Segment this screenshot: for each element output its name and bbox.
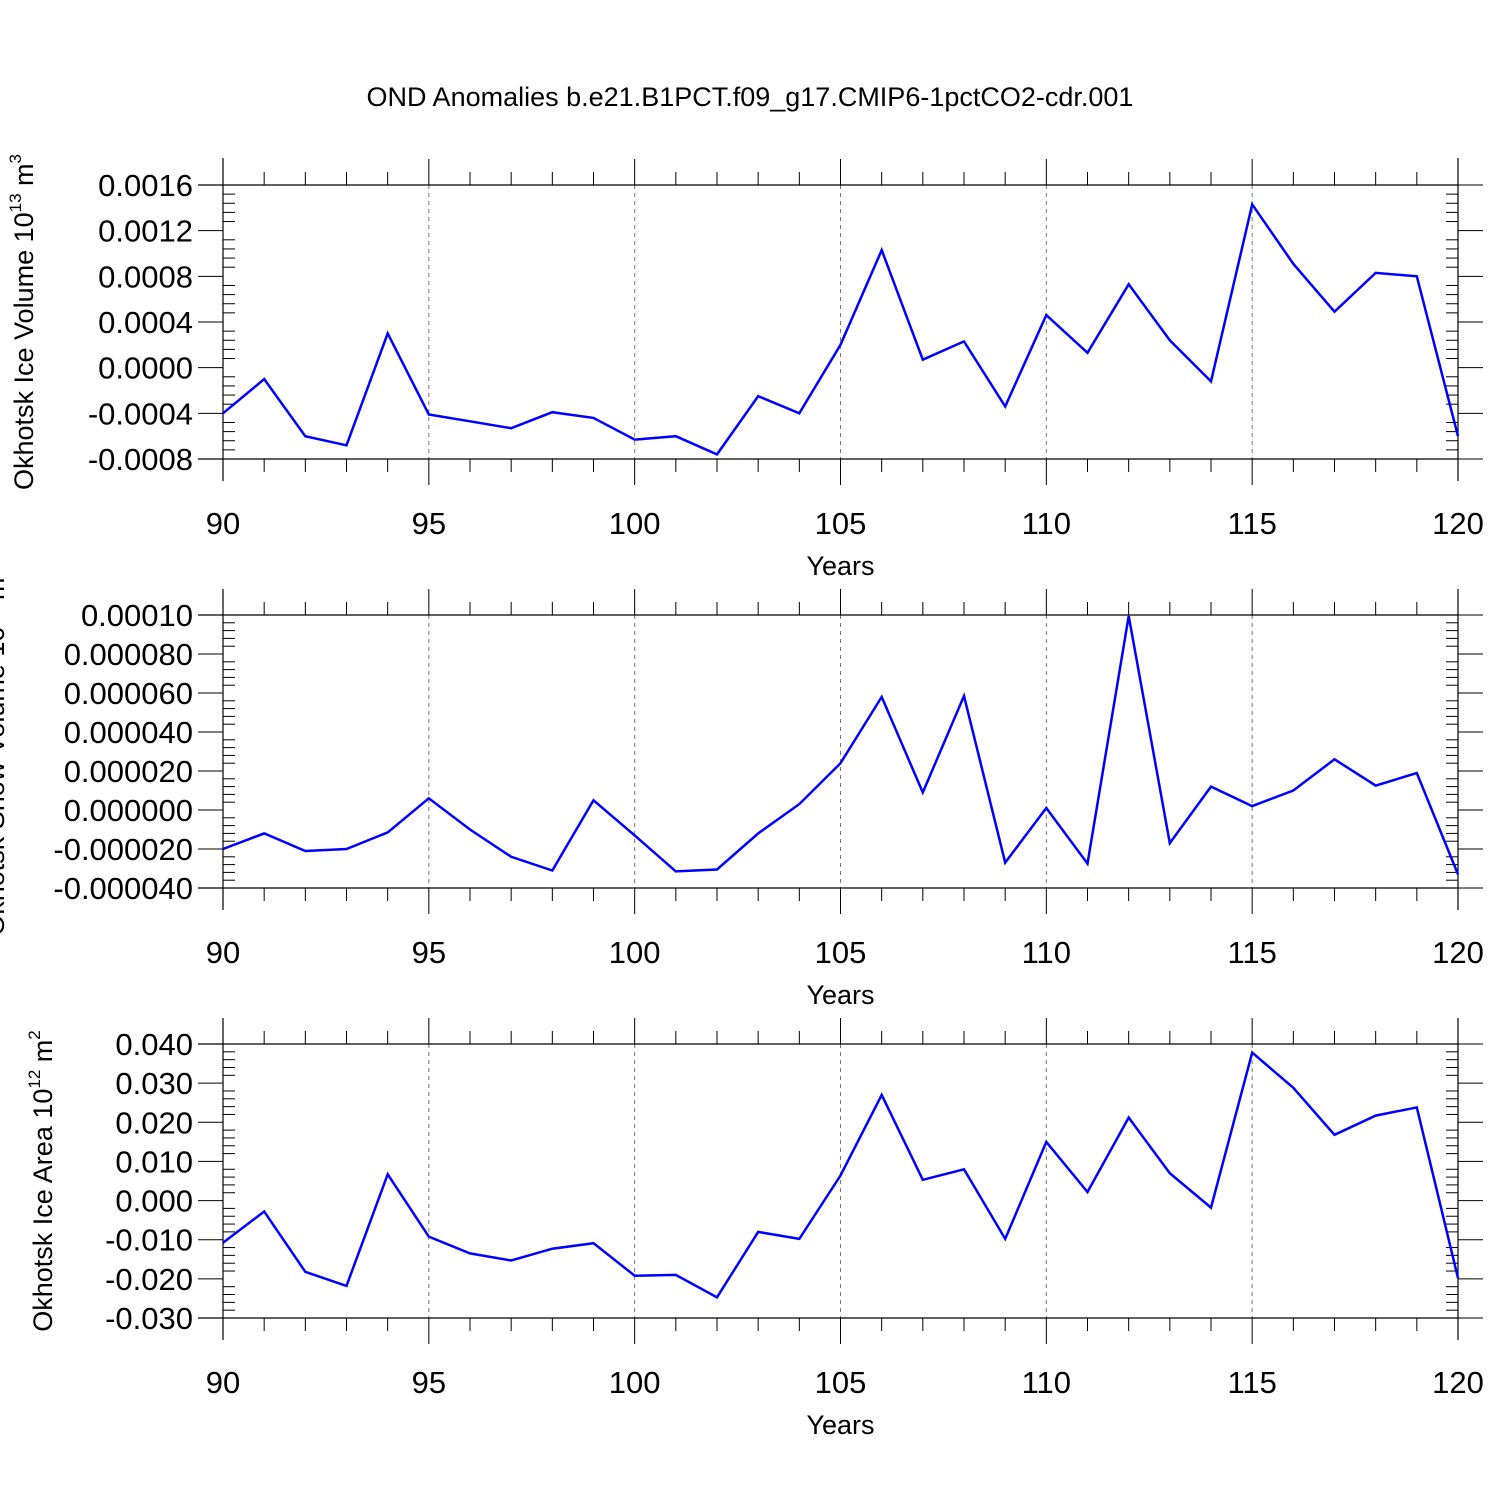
y-tick-label: 0.010 — [115, 1144, 193, 1179]
y-tick-label: 0.000060 — [64, 676, 193, 711]
x-tick-label: 110 — [1022, 935, 1071, 970]
x-tick-label: 115 — [1227, 506, 1276, 541]
x-tick-label: 95 — [412, 506, 446, 541]
x-axis-label: Years — [806, 551, 874, 581]
y-tick-label: 0.030 — [115, 1066, 193, 1101]
x-tick-label: 120 — [1432, 935, 1484, 970]
x-tick-label: 90 — [206, 506, 240, 541]
x-axis-label: Years — [806, 980, 874, 1010]
y-tick-label: 0.040 — [115, 1027, 193, 1062]
x-tick-label: 115 — [1227, 935, 1276, 970]
x-tick-label: 90 — [206, 935, 240, 970]
panel-2: 0.00010 0.000080 0.000060 0.000040 0.000020 0… — [0, 568, 1484, 1010]
x-tick-label: 105 — [815, 506, 867, 541]
y-axis-label: Okhotsk Ice Volume 1013 m3 — [6, 154, 39, 490]
y-tick-label: -0.0004 — [88, 396, 193, 431]
y-tick-label: 0.000080 — [64, 637, 193, 672]
y-tick-label: 0.0000 — [98, 351, 193, 386]
x-tick-label: 90 — [206, 1365, 240, 1400]
series-line — [222, 201, 1460, 456]
y-tick-label: -0.030 — [105, 1301, 193, 1336]
x-tick-label: 105 — [815, 1365, 867, 1400]
y-tick-label: 0.000000 — [64, 793, 193, 828]
y-tick-label: -0.000040 — [53, 871, 193, 906]
y-axis-label: Okhotsk Ice Area 1012 m2 — [25, 1030, 58, 1332]
y-tick-label: 0.0012 — [98, 214, 193, 249]
y-tick-label: 0.020 — [115, 1105, 193, 1140]
x-tick-label: 115 — [1227, 1365, 1276, 1400]
y-tick-label: -0.000020 — [53, 832, 193, 867]
x-tick-label: 105 — [815, 935, 867, 970]
x-tick-label: 100 — [609, 1365, 661, 1400]
y-tick-label: 0.000020 — [64, 754, 193, 789]
panel-1: 0.0016 0.0012 0.0008 0.0004 0.0000 -0.0004 -0.… — [6, 154, 1484, 581]
y-tick-label: -0.020 — [105, 1262, 193, 1297]
y-tick-label: 0.0016 — [98, 168, 193, 203]
panel-3: 0.040 0.030 0.020 0.010 0.000 -0.010 -0.020 -0.… — [25, 1018, 1484, 1440]
x-tick-label: 95 — [412, 1365, 446, 1400]
x-tick-label: 100 — [609, 935, 661, 970]
x-axis-label: Years — [806, 1410, 874, 1440]
y-tick-label: 0.000 — [115, 1184, 193, 1219]
x-tick-label: 95 — [412, 935, 446, 970]
x-tick-label: 100 — [609, 506, 661, 541]
series-line — [222, 615, 1460, 875]
y-axis-label: Okhotsk Snow Volume 1013 m3 — [0, 568, 10, 936]
chart-title: OND Anomalies b.e21.B1PCT.f09_g17.CMIP6-… — [366, 82, 1134, 112]
y-tick-label: 0.000040 — [64, 715, 193, 750]
y-tick-label: 0.00010 — [81, 598, 193, 633]
y-tick-label: -0.0008 — [88, 442, 193, 477]
y-tick-label: 0.0004 — [98, 305, 193, 340]
x-tick-label: 120 — [1432, 1365, 1484, 1400]
x-tick-label: 110 — [1022, 1365, 1071, 1400]
x-tick-label: 120 — [1432, 506, 1484, 541]
y-tick-label: 0.0008 — [98, 259, 193, 294]
y-tick-label: -0.010 — [105, 1223, 193, 1258]
x-tick-label: 110 — [1022, 506, 1071, 541]
series-line — [222, 1050, 1460, 1299]
